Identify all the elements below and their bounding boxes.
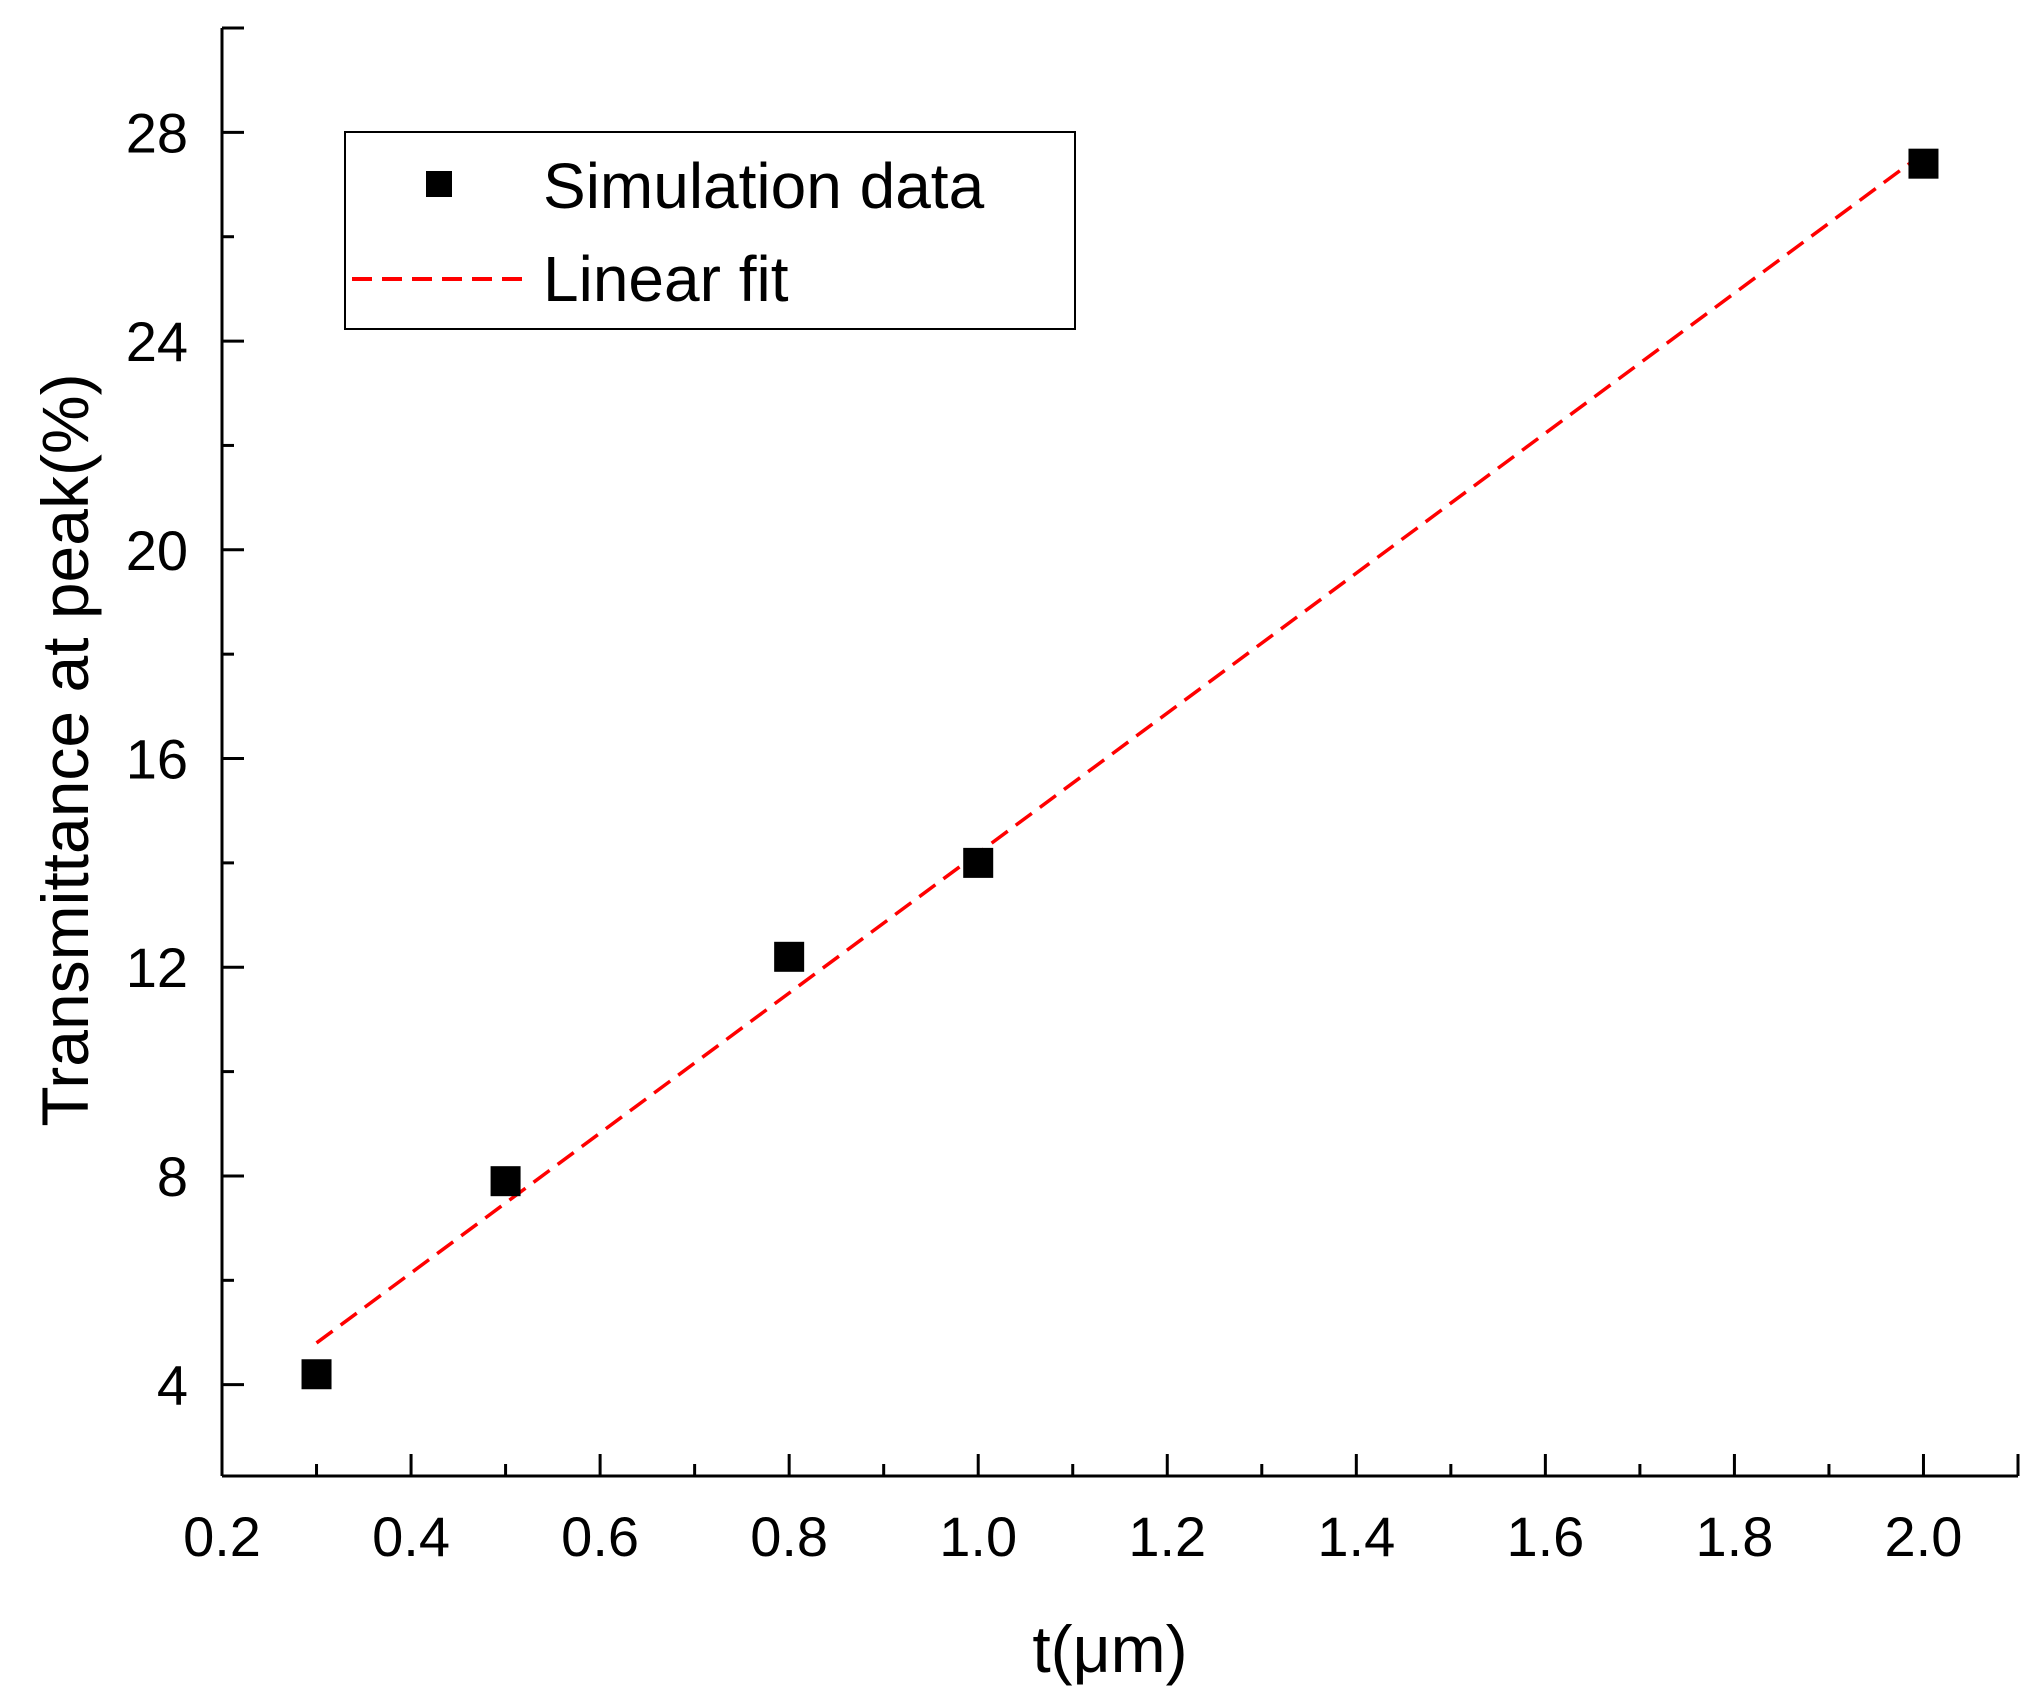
y-tick-label: 24 [126,310,188,373]
x-axis-title: t(μm) [1032,1612,1187,1686]
legend-box [344,131,1076,330]
x-tick-label: 0.8 [750,1505,828,1568]
x-axis: 0.2 0.4 0.6 0.8 1.0 1.2 1.4 1.6 1.8 2.0 [183,1454,2020,1568]
x-tick-label: 0.6 [561,1505,639,1568]
linear-fit-line [315,151,1925,1345]
y-tick-label: 28 [126,101,188,164]
x-tick-label: 0.4 [372,1505,450,1568]
y-tick-label: 12 [126,936,188,999]
x-tick-label: 1.2 [1128,1505,1206,1568]
series-layer [301,148,1939,1390]
x-tick-label: 1.8 [1695,1505,1773,1568]
data-point [963,847,994,878]
x-tick-label: 0.2 [183,1505,261,1568]
y-tick-label: 16 [126,728,188,791]
y-axis: 4 8 12 16 20 24 28 [126,26,244,1417]
y-tick-label: 4 [157,1354,188,1417]
legend-marker-simulation [426,171,452,197]
legend-label-linear-fit: Linear fit [543,243,789,315]
x-tick-label: 1.4 [1317,1505,1395,1568]
x-tick-label: 1.6 [1506,1505,1584,1568]
x-tick-label: 2.0 [1885,1505,1963,1568]
data-point [301,1359,332,1390]
y-axis-title: Transmittance at peak(%) [28,373,102,1126]
x-tick-label: 1.0 [939,1505,1017,1568]
data-point [490,1166,521,1197]
y-tick-label: 20 [126,519,188,582]
data-point [774,941,805,972]
data-point [1908,148,1939,179]
legend: Simulation data Linear fit [344,131,1076,330]
y-tick-label: 8 [157,1145,188,1208]
legend-label-simulation: Simulation data [543,150,985,222]
